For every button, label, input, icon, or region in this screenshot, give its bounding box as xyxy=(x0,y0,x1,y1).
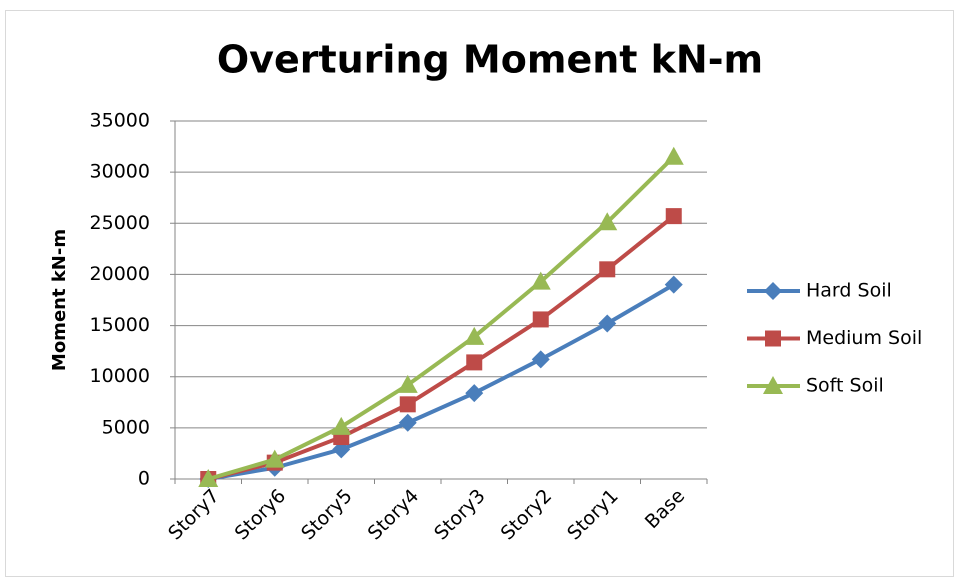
marker xyxy=(763,376,783,394)
chart-title: Overturing Moment kN-m xyxy=(217,38,763,82)
marker xyxy=(764,282,782,300)
y-tick-label: 35000 xyxy=(90,110,150,132)
marker xyxy=(198,469,219,487)
y-tick-label: 20000 xyxy=(90,263,150,285)
marker xyxy=(399,396,416,413)
series-line xyxy=(207,282,675,481)
marker xyxy=(665,208,682,225)
marker xyxy=(664,275,683,294)
y-tick-label: 0 xyxy=(138,468,150,490)
marker xyxy=(331,416,352,435)
y-tick-label: 30000 xyxy=(90,161,150,183)
y-tick-label: 25000 xyxy=(90,212,150,234)
marker xyxy=(765,330,781,347)
legend-label: Medium Soil xyxy=(806,327,922,349)
marker xyxy=(532,311,549,328)
marker xyxy=(264,449,285,468)
y-tick-label: 5000 xyxy=(102,416,150,438)
series-line xyxy=(207,214,675,481)
marker xyxy=(466,354,483,371)
y-tick-label: 10000 xyxy=(90,365,150,387)
marker xyxy=(663,146,684,165)
marker xyxy=(465,384,484,403)
chart-frame xyxy=(5,10,954,577)
marker xyxy=(531,350,550,369)
y-axis-label: Moment kN-m xyxy=(49,229,70,371)
y-tick-label: 15000 xyxy=(90,314,150,336)
marker xyxy=(464,326,485,345)
marker xyxy=(597,212,618,231)
marker xyxy=(397,374,418,393)
series-line xyxy=(207,155,676,481)
marker xyxy=(398,413,417,432)
marker xyxy=(599,261,616,278)
marker xyxy=(530,271,551,290)
legend-label: Soft Soil xyxy=(806,375,884,397)
marker xyxy=(598,314,617,333)
legend-label: Hard Soil xyxy=(806,280,892,302)
